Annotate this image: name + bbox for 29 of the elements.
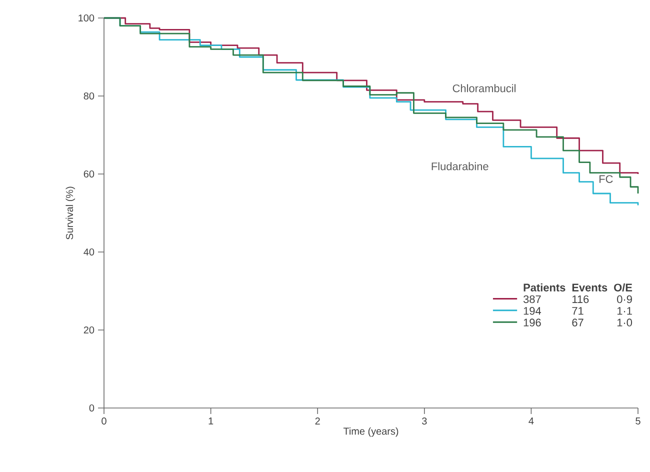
annotation: 1·0 xyxy=(617,318,632,326)
annotation: 0·9 xyxy=(617,295,632,304)
annotation: Patients xyxy=(524,283,566,292)
series-label: Chlorambucil xyxy=(452,84,516,92)
annotation: Events xyxy=(572,284,608,292)
y-axis-title: Survival (%) xyxy=(66,186,76,240)
annotation: 1·1 xyxy=(617,307,632,315)
y-tick-label: 100 xyxy=(78,14,94,22)
y-tick-label: 0 xyxy=(89,404,94,412)
y-tick-label: 20 xyxy=(84,326,94,334)
annotation: 387 xyxy=(523,295,541,304)
series-label: FC xyxy=(600,175,613,183)
x-tick-label: 0 xyxy=(102,418,106,425)
x-tick-label: 3 xyxy=(422,418,427,425)
y-tick-label: 80 xyxy=(84,92,94,100)
annotation: 196 xyxy=(524,318,541,326)
annotation: 67 xyxy=(572,318,584,326)
y-tick-label: 60 xyxy=(84,170,94,178)
x-axis-title: Time (years) xyxy=(343,427,398,437)
x-tick-label: 2 xyxy=(315,418,320,424)
annotation: 194 xyxy=(524,307,542,315)
x-tick-label: 5 xyxy=(636,418,640,424)
x-tick-label: 4 xyxy=(528,418,534,424)
annotation: 116 xyxy=(572,295,589,304)
annotation: 71 xyxy=(572,307,584,315)
x-tick-label: 1 xyxy=(208,418,214,424)
series-label: Fludarabine xyxy=(432,162,488,170)
y-tick-label: 40 xyxy=(84,248,94,256)
annotation: O/E xyxy=(614,283,632,292)
